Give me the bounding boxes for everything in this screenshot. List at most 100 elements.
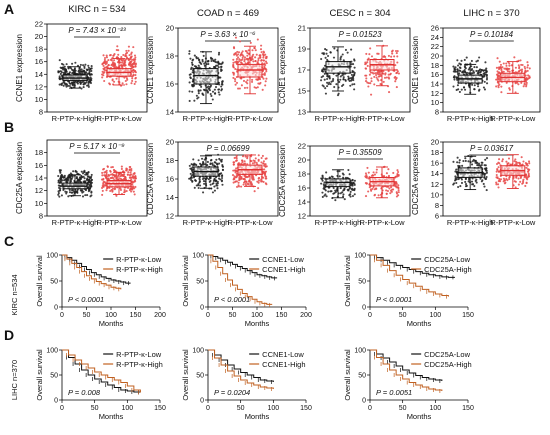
- jitter-point: [342, 83, 345, 86]
- p-value-label: P = 0.008: [68, 388, 101, 397]
- jitter-point: [57, 192, 60, 195]
- jitter-point: [133, 179, 136, 182]
- jitter-point: [370, 77, 373, 80]
- jitter-point: [265, 56, 268, 59]
- box-chart-7: 12 14 16 18 20 22 P = 0.35509 CDC25A expression…: [278, 142, 411, 227]
- jitter-point: [323, 72, 326, 75]
- jitter-point: [264, 165, 267, 168]
- jitter-point: [217, 53, 220, 56]
- x-tick-label: 100: [121, 405, 133, 412]
- box-series-low: [364, 165, 400, 199]
- jitter-point: [88, 185, 91, 188]
- jitter-point: [496, 169, 499, 172]
- jitter-point: [331, 175, 334, 179]
- jitter-point: [528, 162, 531, 165]
- jitter-point: [83, 66, 86, 70]
- jitter-point: [116, 175, 119, 178]
- jitter-point: [251, 55, 254, 58]
- jitter-point: [132, 190, 135, 193]
- jitter-point: [339, 192, 342, 195]
- jitter-point: [497, 166, 500, 169]
- jitter-point: [384, 72, 387, 75]
- jitter-point: [80, 87, 83, 90]
- jitter-point: [113, 65, 116, 68]
- jitter-point: [89, 76, 92, 79]
- jitter-point: [524, 67, 527, 70]
- jitter-point: [62, 81, 65, 84]
- jitter-point: [392, 188, 395, 191]
- jitter-point: [119, 188, 123, 192]
- jitter-point: [525, 162, 528, 165]
- jitter-point: [122, 64, 125, 67]
- survival-curve: [62, 254, 131, 284]
- jitter-point: [528, 76, 531, 79]
- jitter-point: [102, 64, 105, 67]
- jitter-point: [121, 61, 124, 64]
- jitter-point: [131, 75, 134, 78]
- jitter-point: [120, 64, 123, 67]
- jitter-point: [206, 86, 209, 89]
- jitter-point: [80, 170, 83, 173]
- jitter-point: [464, 157, 467, 160]
- y-tick-label: 50: [358, 279, 366, 286]
- jitter-point: [200, 85, 203, 88]
- jitter-point: [232, 64, 235, 67]
- jitter-point: [209, 183, 212, 186]
- jitter-point: [321, 191, 324, 194]
- jitter-point: [106, 165, 109, 168]
- jitter-point: [342, 59, 345, 62]
- jitter-point: [526, 178, 529, 181]
- jitter-point: [86, 194, 89, 197]
- jitter-point: [483, 185, 486, 188]
- jitter-point: [256, 86, 259, 89]
- jitter-point: [452, 65, 455, 68]
- y-axis-label: Overall survival: [343, 349, 352, 401]
- jitter-point: [117, 53, 120, 56]
- x-tick-label: 50: [237, 405, 245, 412]
- jitter-point: [391, 52, 394, 55]
- jitter-point: [320, 177, 323, 180]
- jitter-point: [85, 81, 88, 84]
- jitter-point: [526, 66, 529, 69]
- jitter-point: [326, 54, 330, 58]
- jitter-point: [108, 83, 112, 86]
- y-tick-label: 50: [358, 373, 366, 380]
- x-tick-label: 100: [429, 405, 441, 412]
- jitter-point: [67, 179, 70, 182]
- jitter-point: [127, 49, 130, 52]
- jitter-point: [456, 84, 459, 87]
- jitter-point: [254, 157, 257, 160]
- jitter-point: [127, 58, 131, 61]
- box-series-high: [452, 154, 489, 192]
- jitter-point: [260, 161, 263, 164]
- jitter-point: [122, 58, 125, 61]
- jitter-point: [197, 184, 200, 187]
- jitter-point: [350, 63, 353, 66]
- jitter-point: [80, 68, 83, 71]
- jitter-point: [262, 54, 265, 57]
- jitter-point: [485, 189, 488, 192]
- jitter-point: [237, 184, 240, 187]
- jitter-point: [460, 59, 463, 62]
- survival-curve: [208, 254, 278, 279]
- jitter-point: [257, 179, 261, 182]
- jitter-point: [324, 87, 327, 90]
- jitter-point: [90, 69, 93, 72]
- jitter-point: [520, 156, 523, 159]
- jitter-point: [126, 173, 129, 176]
- jitter-point: [348, 187, 351, 190]
- jitter-point: [351, 195, 355, 198]
- jitter-point: [336, 94, 340, 97]
- jitter-point: [57, 71, 60, 74]
- jitter-point: [352, 77, 355, 80]
- y-axis-label: CCNE1 expression: [278, 36, 287, 104]
- jitter-point: [62, 84, 65, 87]
- jitter-point: [261, 62, 264, 65]
- jitter-point: [265, 177, 268, 180]
- jitter-point: [246, 86, 249, 89]
- p-value-label: P < 0.0001: [68, 295, 104, 304]
- survival-curve: [370, 349, 443, 391]
- jitter-point: [496, 76, 499, 79]
- y-tick-label: 14: [298, 198, 306, 207]
